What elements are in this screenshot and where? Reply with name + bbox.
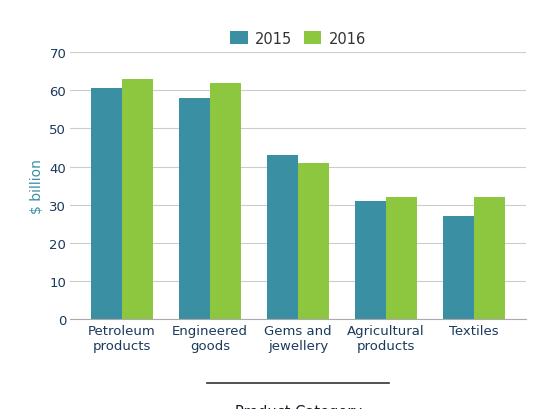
Legend: 2015, 2016: 2015, 2016 bbox=[224, 26, 372, 52]
Bar bbox=[91, 89, 122, 319]
Bar bbox=[267, 156, 298, 319]
Bar bbox=[443, 216, 474, 319]
Bar bbox=[474, 198, 505, 319]
Text: Product Category: Product Category bbox=[235, 404, 362, 409]
Y-axis label: $ billion: $ billion bbox=[30, 159, 44, 213]
Bar bbox=[210, 83, 241, 319]
Bar bbox=[386, 198, 417, 319]
Bar bbox=[298, 163, 329, 319]
Bar bbox=[356, 201, 386, 319]
Bar bbox=[122, 80, 153, 319]
Bar bbox=[179, 99, 210, 319]
